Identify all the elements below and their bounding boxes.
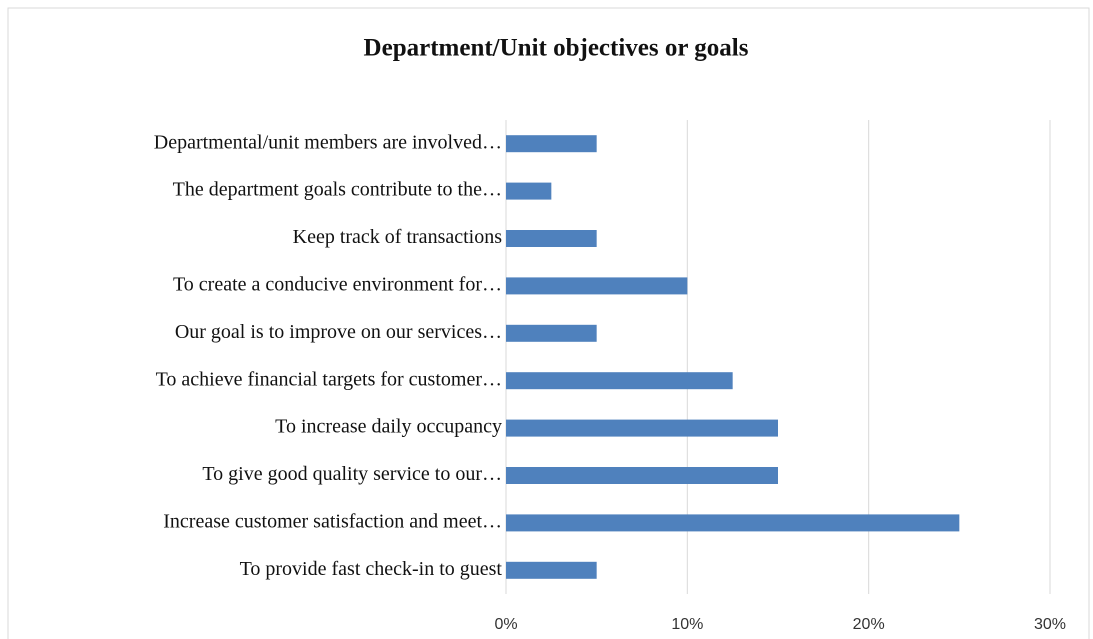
bar [506, 372, 733, 390]
y-tick-label: To achieve financial targets for custome… [156, 368, 502, 390]
bar [506, 277, 688, 295]
x-tick-label: 30% [1034, 616, 1066, 633]
bar [506, 467, 778, 484]
y-tick-label: Our goal is to improve on our services… [175, 321, 502, 343]
y-tick-label: Increase customer satisfaction and meet… [163, 510, 502, 532]
bar [506, 419, 778, 437]
bar [506, 135, 597, 153]
y-tick-label: The department goals contribute to the… [173, 179, 502, 201]
chart-title: Department/Unit objectives or goals [364, 35, 749, 62]
y-tick-label: To give good quality service to our… [202, 463, 502, 485]
y-tick-label: Keep track of transactions [293, 226, 503, 248]
bar [506, 324, 597, 342]
chart-frame [7, 7, 1090, 639]
bar [506, 561, 597, 579]
y-tick-label: To increase daily occupancy [275, 416, 502, 438]
y-tick-label: To provide fast check-in to guest [240, 558, 503, 580]
bar [506, 514, 960, 532]
x-tick-label: 20% [853, 616, 885, 633]
y-tick-label: Departmental/unit members are involved… [154, 131, 502, 153]
bar [506, 182, 552, 200]
bar [506, 230, 597, 247]
x-tick-label: 10% [671, 616, 703, 633]
x-tick-label: 0% [494, 616, 517, 633]
y-tick-label: To create a conducive environment for… [173, 273, 502, 295]
